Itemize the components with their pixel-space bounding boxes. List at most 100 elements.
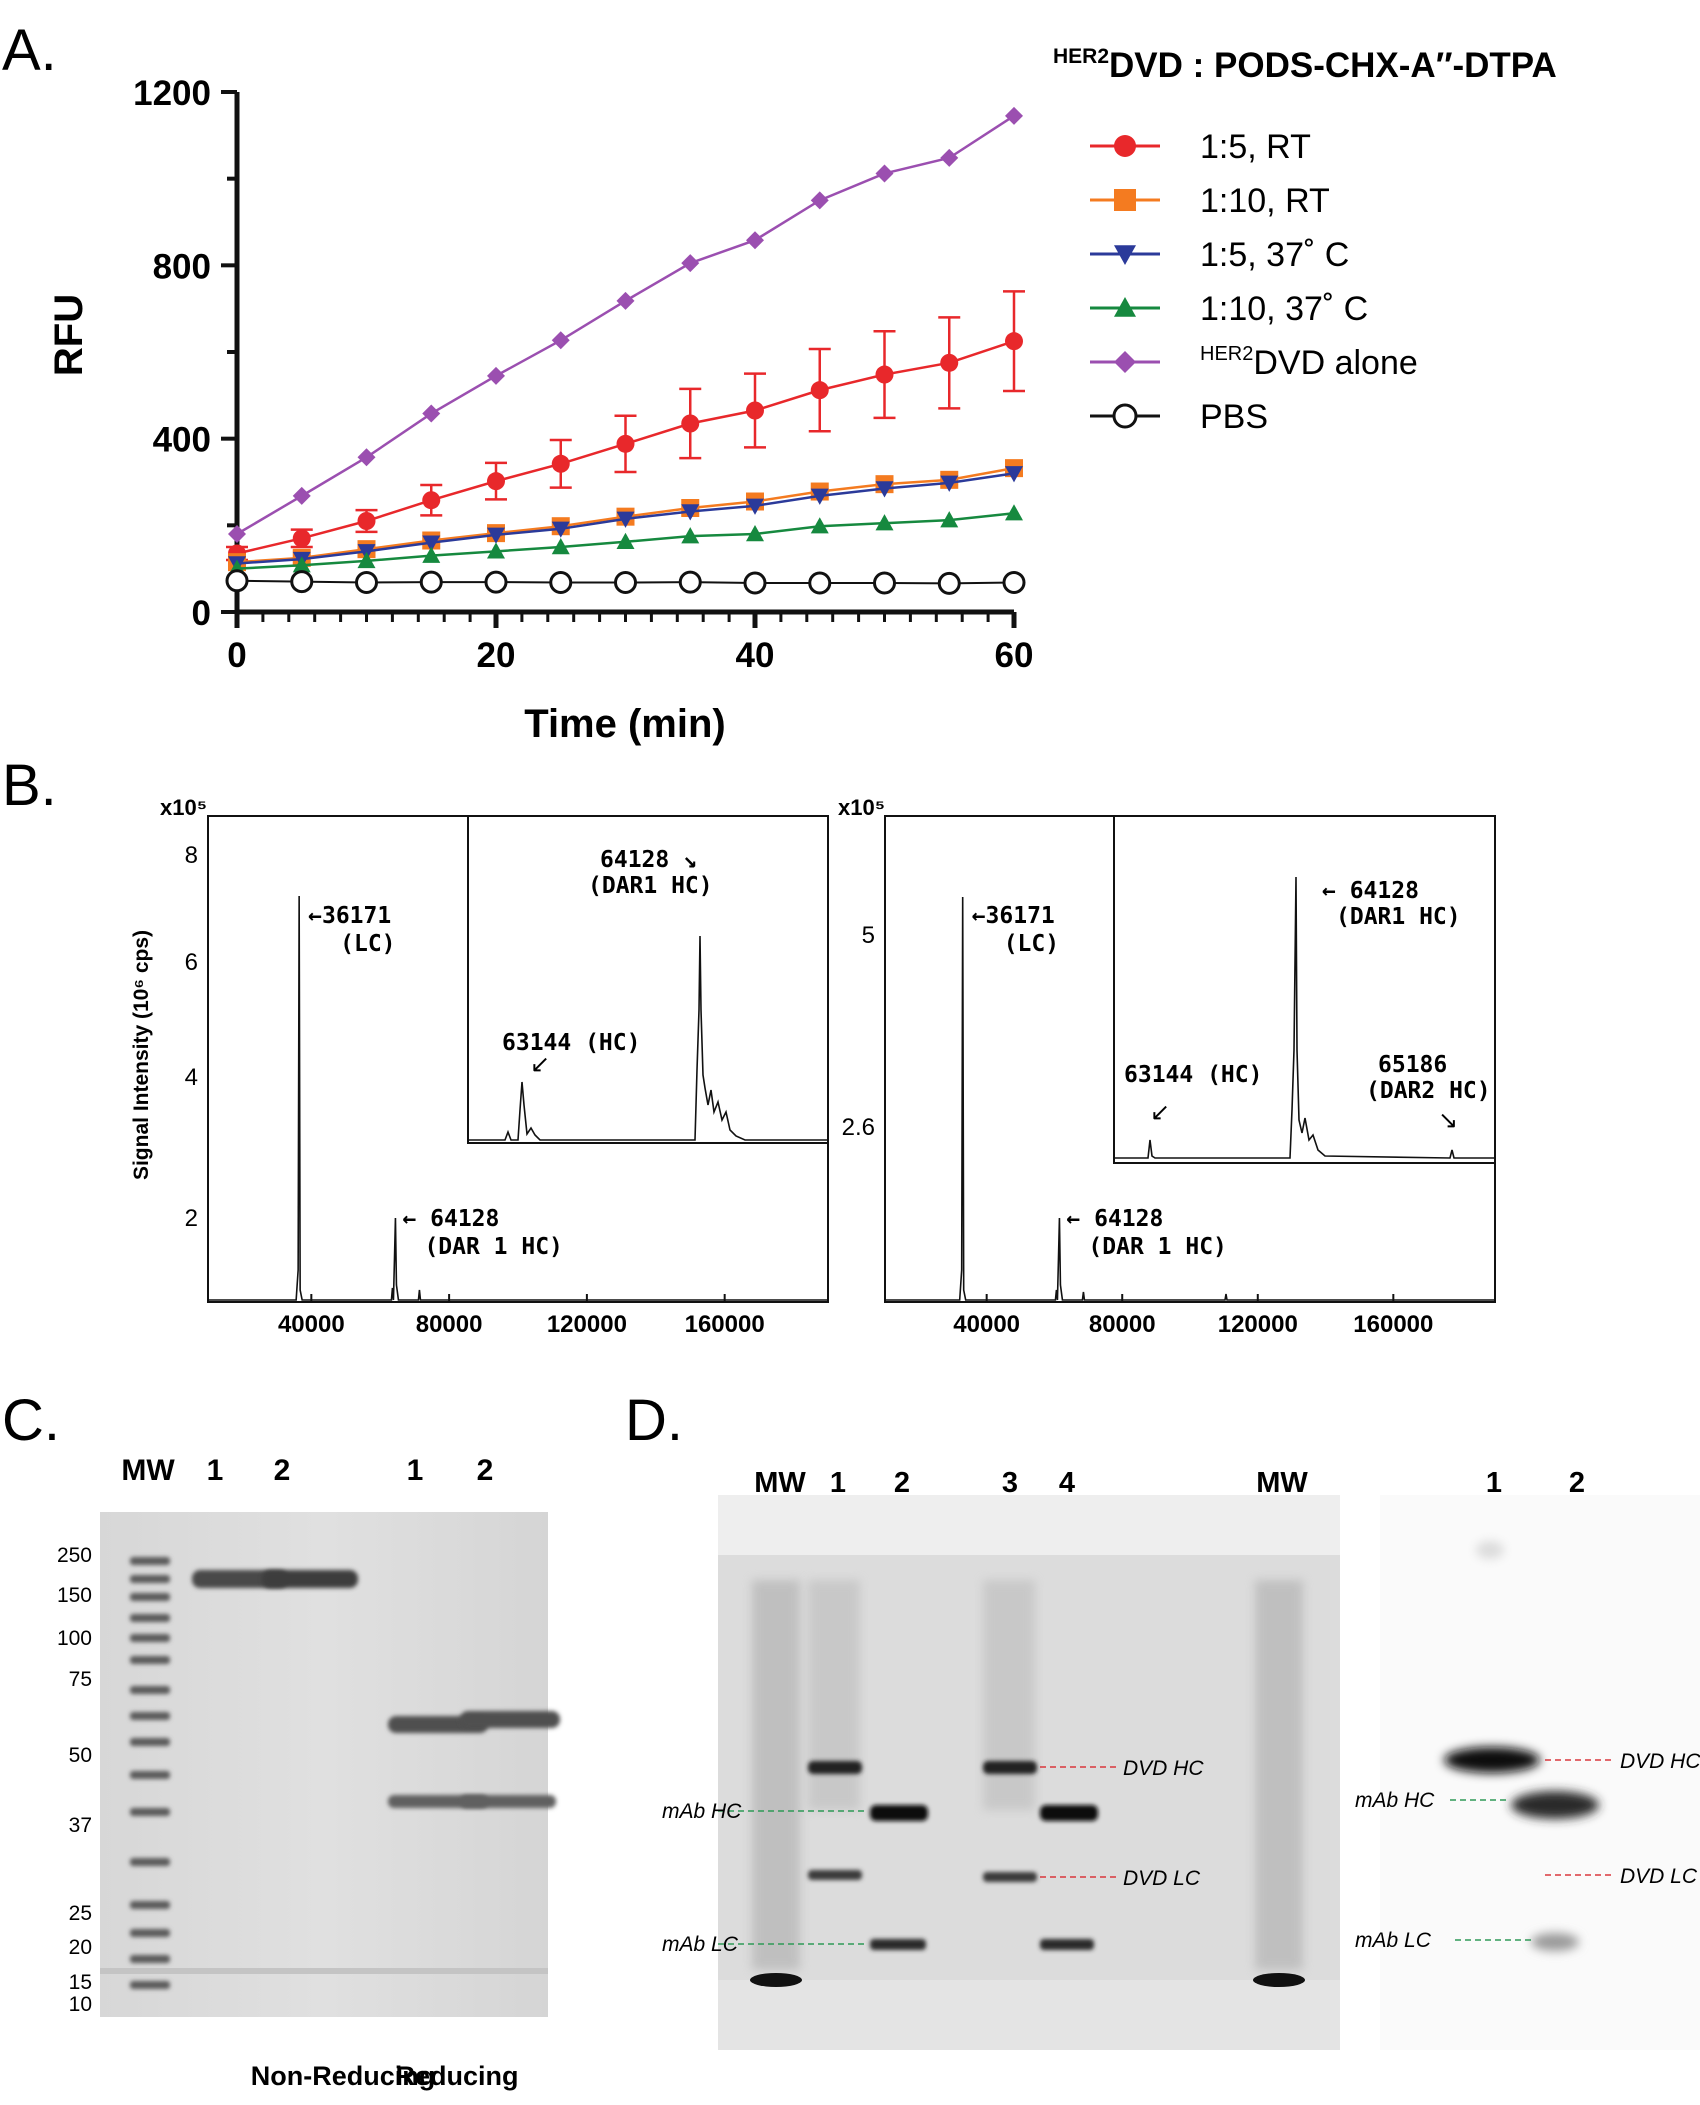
y-multiplier-left: x10⁵ [160, 795, 207, 820]
y-tick-label: 8 [185, 842, 198, 869]
band-lane2-mab-lc [870, 1939, 926, 1950]
panel-label-b: B. [2, 753, 57, 818]
label-dvd-hc: DVD HC [1123, 1757, 1204, 1780]
band-nonreducing-lane2 [262, 1570, 358, 1588]
autorad-label-dvd-hc: DVD HC [1620, 1750, 1700, 1773]
data-point [487, 527, 505, 544]
autorad-label-mab-hc: mAb HC [1355, 1789, 1435, 1812]
label-mab-lc: mAb LC [662, 1933, 739, 1956]
autorad-band-lane2-hc [1511, 1791, 1599, 1819]
gel-c-background [100, 1512, 548, 2017]
arrow-icon: ↘ [1438, 1107, 1458, 1134]
data-point [551, 331, 570, 350]
inset-right-peak-dar1-label: ← 64128 [1322, 878, 1419, 904]
data-point [357, 512, 376, 530]
mw-ladder-band [130, 1712, 170, 1720]
label-dvd-lc: DVD LC [1123, 1867, 1201, 1890]
legend-marker [1114, 189, 1136, 211]
band-reducing-lane2-lc [460, 1795, 556, 1808]
data-point [290, 570, 314, 594]
mass-spectrum-left: x10⁵ Signal Intensity (10⁶ cps) 40000 800… [130, 795, 829, 1338]
mw-marker-label: 25 [69, 1902, 92, 1925]
gel-d-lane1-smear [808, 1580, 860, 1810]
arrow-icon: ↙ [530, 1051, 550, 1078]
spectrum-right-trace [885, 896, 1495, 1301]
data-point [681, 527, 700, 544]
data-point [940, 148, 959, 167]
gel-d-band-annotations: DVD HC mAb HC DVD LC mAb LC DVD HC mAb H… [662, 1750, 1700, 1956]
gel-d-well-area [718, 1495, 1340, 1555]
lane-label-2: 2 [894, 1467, 910, 1499]
y-tick-label: 5 [862, 922, 875, 949]
data-point [1002, 571, 1026, 595]
legend-label: PBS [1200, 398, 1268, 436]
sds-page-gel-d-stain [718, 1495, 1340, 2050]
data-point [422, 535, 441, 552]
data-point [808, 571, 832, 595]
x-tick-label: 120000 [547, 1311, 627, 1338]
gel-d-autoradiograph: 1 2 [1380, 1467, 1700, 2050]
data-point [357, 448, 376, 467]
band-reducing-lane2-hc [460, 1711, 560, 1728]
gel-d-bottom-area [718, 1980, 1340, 2050]
mw-ladder-band [130, 1858, 170, 1866]
legend-marker [1114, 351, 1136, 373]
inset-right-frame [1113, 815, 1496, 1164]
data-point [873, 571, 896, 595]
data-point [228, 525, 246, 543]
data-point [551, 521, 570, 538]
inset-left-frame [467, 815, 829, 1144]
spectrum-left-trace [208, 895, 828, 1301]
inset-left-peak-dar1-sublabel: (DAR1 HC) [588, 873, 713, 899]
mw-ladder-band [130, 1738, 170, 1746]
inset-left-peak-hc-label: 63144 (HC) [502, 1030, 640, 1056]
legend-title: HER2DVD : PODS-CHX-A′′-DTPA [1053, 45, 1557, 85]
y-tick-label: 2 [185, 1205, 198, 1232]
y-tick-label: 1200 [133, 74, 211, 113]
x-tick-label: 120000 [1218, 1311, 1298, 1338]
gel-d-lane3-smear [983, 1580, 1035, 1810]
data-point [355, 571, 378, 595]
data-point [937, 571, 961, 595]
mw-marker-label: 100 [57, 1627, 92, 1650]
legend-label: HER2DVD alone [1200, 343, 1418, 382]
lane-label-mw: MW [754, 1467, 806, 1499]
legend-marker [1112, 403, 1138, 429]
mw-ladder-band [130, 1593, 170, 1601]
x-tick-label: 40000 [278, 1311, 345, 1338]
series-4 [228, 106, 1023, 543]
peak-label-dar1: ← 64128 [402, 1206, 499, 1232]
panel-label-a: A. [2, 18, 57, 83]
data-point [422, 546, 441, 563]
series-2 [228, 466, 1023, 573]
data-point [1005, 504, 1023, 521]
mw-ladder-band [130, 1929, 170, 1937]
x-axis-title: Time (min) [524, 702, 726, 746]
autorad-lane-label-2: 2 [1569, 1467, 1585, 1499]
data-point [681, 504, 700, 521]
peak-sublabel-lc: (LC) [1004, 931, 1059, 957]
data-point [746, 498, 764, 515]
peak-label-lc: ←36171 [308, 903, 391, 929]
y-multiplier-right: x10⁵ [838, 795, 885, 820]
gel-c-lane-label: 2 [274, 1454, 291, 1487]
data-point [743, 571, 767, 595]
legend-label: 1:5, 37˚ C [1200, 236, 1349, 274]
data-point [746, 525, 764, 542]
legend-label: 1:5, RT [1200, 128, 1311, 166]
mw-marker-label: 250 [57, 1544, 92, 1567]
data-point [1005, 106, 1023, 125]
peak-label-lc: ←36171 [972, 903, 1055, 929]
autorad-band-lane1 [1444, 1747, 1540, 1773]
lane-label-mw-right: MW [1256, 1467, 1308, 1499]
mw-marker-label: 50 [69, 1744, 92, 1767]
data-point [292, 529, 311, 548]
data-point [875, 514, 894, 531]
label-mab-hc: mAb HC [662, 1800, 742, 1823]
autorad-band-lane2-lc [1531, 1933, 1579, 1951]
band-lane3-dvd-lc [983, 1872, 1037, 1882]
mw-ladder-band [130, 1634, 170, 1642]
data-point [225, 569, 249, 593]
data-point [940, 475, 959, 492]
